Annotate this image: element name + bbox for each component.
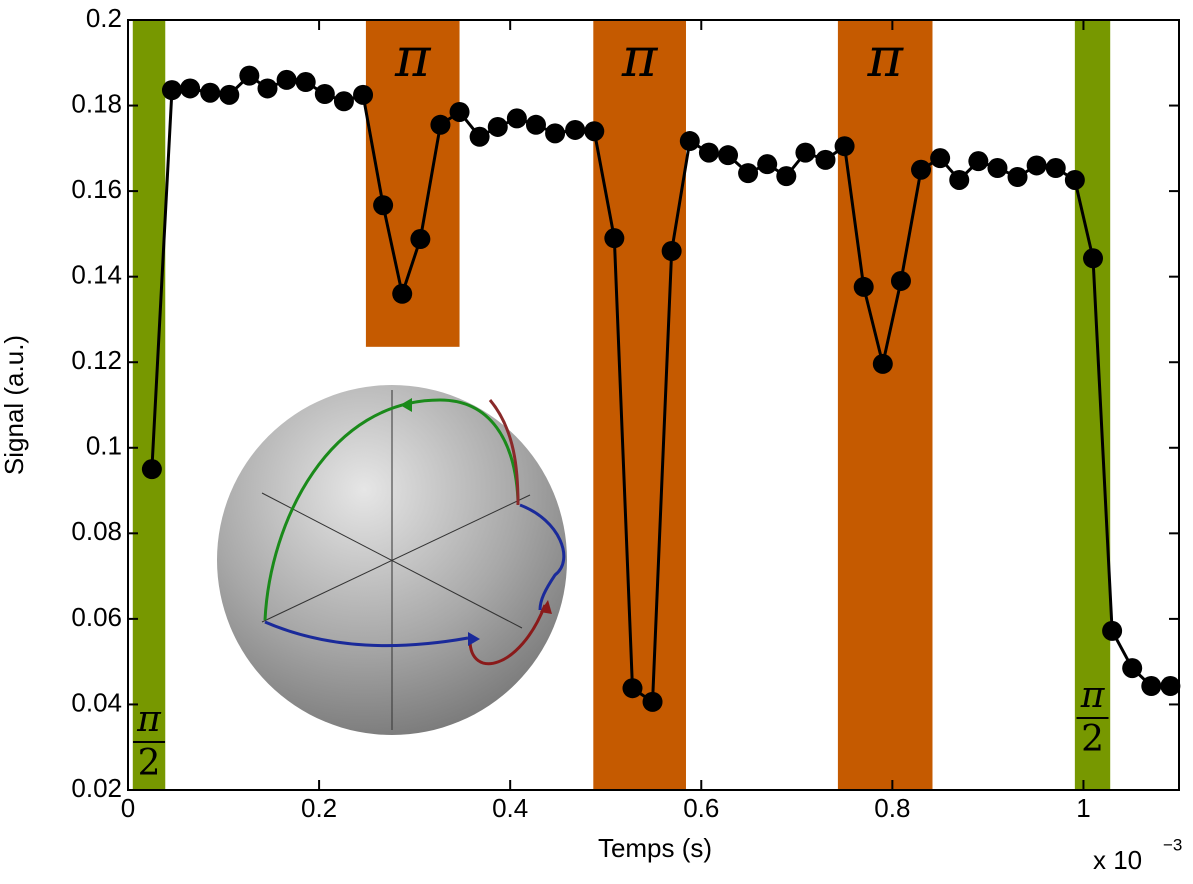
x-tick-label: 0.4 <box>492 793 528 823</box>
data-point <box>795 142 816 163</box>
data-point <box>161 80 182 101</box>
data-point <box>392 283 413 304</box>
data-point <box>333 91 354 112</box>
data-point <box>219 84 240 105</box>
pulse-band <box>837 20 933 790</box>
data-point <box>834 136 855 157</box>
data-point <box>968 151 989 172</box>
data-point <box>410 229 431 250</box>
y-tick-label: 0.12 <box>71 345 122 375</box>
plot-frame <box>127 19 1180 791</box>
data-point <box>1160 676 1181 697</box>
data-point <box>622 678 643 699</box>
x-multiplier: x 10 <box>1093 845 1142 875</box>
data-point <box>872 353 893 374</box>
band-label: π <box>394 26 432 89</box>
data-point <box>506 108 527 129</box>
data-point <box>853 276 874 297</box>
y-tick-label: 0.1 <box>86 431 122 461</box>
data-point <box>698 142 719 163</box>
data-point <box>987 158 1008 179</box>
x-tick-label: 0.6 <box>683 793 719 823</box>
data-point <box>890 270 911 291</box>
band-label: π <box>866 26 904 89</box>
data-point <box>314 84 335 105</box>
data-point <box>1045 158 1066 179</box>
x-tick-label: 1 <box>1076 793 1090 823</box>
data-point <box>1083 248 1104 269</box>
data-point <box>257 78 278 99</box>
data-point <box>239 65 260 86</box>
data-point <box>373 195 394 216</box>
pulse-band <box>132 20 166 790</box>
y-tick-label: 0.08 <box>71 516 122 546</box>
data-point <box>1007 166 1028 187</box>
band-label-denominator: 2 <box>1081 719 1104 760</box>
y-tick-label: 0.14 <box>71 260 122 290</box>
data-point <box>949 169 970 190</box>
data-point <box>930 148 951 169</box>
data-point <box>679 131 700 152</box>
data-point <box>487 116 508 137</box>
data-point <box>1102 620 1123 641</box>
y-axis-label: Signal (a.u.) <box>0 335 29 475</box>
x-tick-label: 0.8 <box>874 793 910 823</box>
data-point <box>565 119 586 140</box>
data-point <box>141 459 162 480</box>
data-point <box>738 163 759 184</box>
data-point <box>525 114 546 135</box>
data-point <box>1026 155 1047 176</box>
pulse-band <box>365 20 460 347</box>
y-tick-label: 0.18 <box>71 88 122 118</box>
data-point <box>295 72 316 93</box>
y-tick-label: 0.2 <box>86 3 122 33</box>
data-point <box>1122 658 1143 679</box>
y-tick-label: 0.02 <box>71 773 122 803</box>
band-label-numerator: π <box>136 699 162 740</box>
data-point <box>757 154 778 175</box>
x-tick-label: 0 <box>121 793 135 823</box>
x-tick-label: 0.2 <box>301 793 337 823</box>
data-point <box>545 123 566 144</box>
data-point <box>1064 169 1085 190</box>
data-point <box>449 101 470 122</box>
pulse-band <box>1074 20 1111 790</box>
data-point <box>276 69 297 90</box>
data-point <box>469 126 490 147</box>
data-point <box>642 691 663 712</box>
band-label-denominator: 2 <box>138 743 161 784</box>
data-point <box>815 149 836 170</box>
y-tick-label: 0.16 <box>71 174 122 204</box>
bloch-sphere-inset <box>217 385 567 735</box>
data-point <box>1141 676 1162 697</box>
data-point <box>200 82 221 103</box>
band-label: π <box>621 26 659 89</box>
x-axis-label: Temps (s) <box>598 833 712 863</box>
data-point <box>911 159 932 180</box>
data-point <box>180 78 201 99</box>
data-point <box>353 84 374 105</box>
y-tick-label: 0.06 <box>71 602 122 632</box>
data-point <box>661 241 682 261</box>
pulse-band <box>593 20 686 790</box>
data-point <box>776 166 797 187</box>
y-tick-label: 0.04 <box>71 687 122 717</box>
data-point <box>718 145 739 166</box>
data-point <box>604 228 625 249</box>
data-point <box>584 121 605 142</box>
band-label-numerator: π <box>1080 675 1106 716</box>
x-multiplier-exponent: −3 <box>1163 835 1182 854</box>
data-point <box>430 114 451 135</box>
